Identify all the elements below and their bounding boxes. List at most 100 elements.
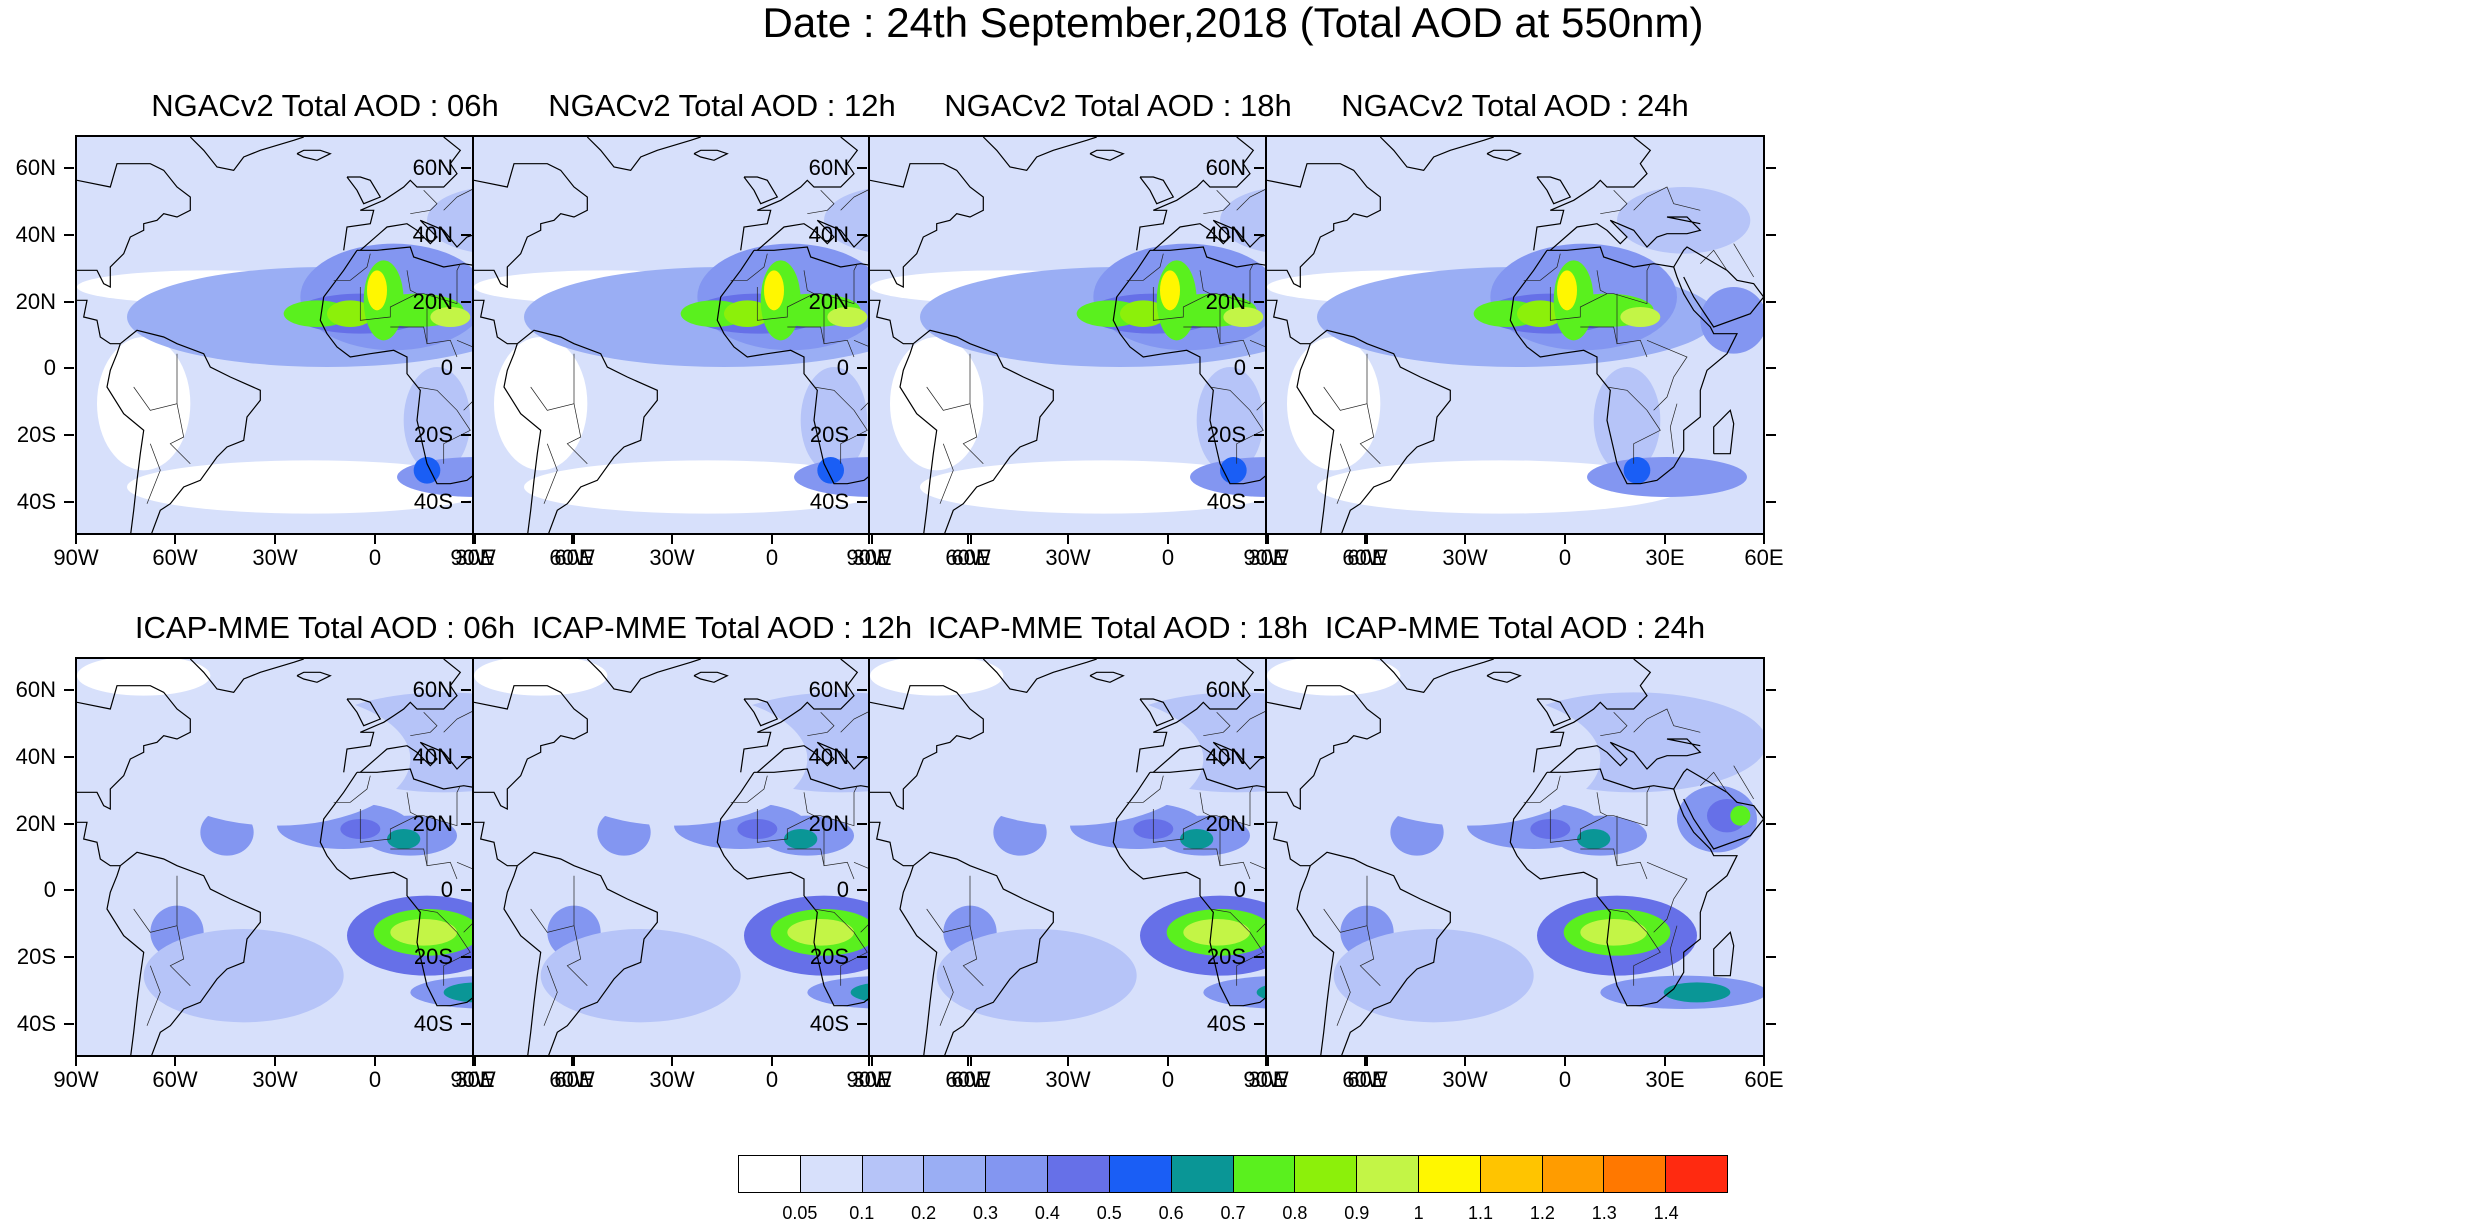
coastline xyxy=(982,137,1097,171)
coastline xyxy=(1150,246,1277,268)
longitude-label: 60W xyxy=(945,1067,991,1092)
colorbar-swatch xyxy=(1048,1156,1110,1192)
coastline xyxy=(1509,771,1738,1007)
coastline xyxy=(912,851,1054,1055)
lat-tick xyxy=(461,956,471,958)
aod-region xyxy=(936,929,1137,1023)
lat-tick xyxy=(1766,822,1776,825)
aod-region xyxy=(1350,177,1517,231)
aod-region xyxy=(1577,829,1611,849)
latitude-label: 60N xyxy=(1205,677,1246,703)
lat-tick xyxy=(1254,300,1264,303)
coastline xyxy=(899,343,938,533)
lon-tick xyxy=(1464,535,1466,544)
country-border xyxy=(1700,771,1728,793)
lon-tick xyxy=(474,1057,476,1066)
coastline xyxy=(1533,659,1652,773)
colorbar-label: 0.5 xyxy=(1096,1203,1122,1223)
lon-tick xyxy=(1364,1057,1366,1066)
coastline xyxy=(346,698,382,727)
country-border xyxy=(1580,848,1648,880)
colorbar-label: 0.05 xyxy=(782,1203,818,1223)
colorbar-swatch xyxy=(924,1156,987,1192)
lat-tick xyxy=(64,434,74,436)
coastline xyxy=(870,685,984,810)
coastline xyxy=(1139,698,1175,727)
country-border xyxy=(410,190,438,215)
coastline xyxy=(754,768,881,790)
country-border xyxy=(1152,287,1211,321)
aod-region xyxy=(787,919,854,946)
colorbar-label: 1.2 xyxy=(1529,1203,1555,1223)
lat-tick xyxy=(461,234,471,236)
longitude-label: 60E xyxy=(951,545,991,570)
country-border xyxy=(1606,908,1661,986)
colorbar-label: 1 xyxy=(1413,1203,1424,1223)
latitude-label: 40S xyxy=(413,1010,453,1036)
country-border xyxy=(390,326,458,358)
country-border xyxy=(1549,287,1608,321)
aod-region xyxy=(143,692,411,826)
longitude-label: 60E xyxy=(1347,545,1387,570)
colorbar-label: 0.2 xyxy=(911,1203,937,1223)
aod-region xyxy=(936,692,1204,826)
coastline xyxy=(1296,865,1335,1055)
coastline xyxy=(1549,216,1702,251)
longitude-label: 30E xyxy=(852,1067,892,1092)
aod-region xyxy=(540,692,808,826)
coastline xyxy=(77,685,191,810)
country-border xyxy=(146,443,161,504)
aod-field-svg xyxy=(474,137,970,533)
country-border xyxy=(1633,708,1701,733)
latitude-label: 20N xyxy=(1205,810,1246,836)
colorbar-swatch xyxy=(800,1156,863,1192)
country-border xyxy=(1669,403,1678,454)
coastline xyxy=(1713,931,1735,977)
coastline xyxy=(503,865,542,1055)
latitude-label: 60N xyxy=(808,155,849,181)
coastline xyxy=(106,343,145,533)
aod-region xyxy=(1333,929,1534,1023)
lon-tick xyxy=(868,535,870,544)
aod-region xyxy=(143,929,344,1023)
longitude-label: 60W xyxy=(549,545,595,570)
country-border xyxy=(1700,249,1728,271)
aod-map xyxy=(1265,135,1765,535)
latitude-label: 20S xyxy=(1206,422,1246,447)
country-border xyxy=(939,965,954,1026)
aod-region xyxy=(784,829,818,849)
coastline xyxy=(693,671,729,683)
aod-region xyxy=(557,177,724,231)
lon-tick xyxy=(571,1057,573,1066)
lat-tick xyxy=(64,234,74,236)
lat-tick xyxy=(857,889,867,892)
lat-tick xyxy=(1254,167,1264,170)
coastline xyxy=(474,821,518,867)
longitude-label: 90W xyxy=(53,545,99,570)
country-border xyxy=(1606,386,1661,464)
longitude-label: 30W xyxy=(1442,1067,1488,1092)
lon-tick xyxy=(1763,535,1765,544)
coastline xyxy=(1267,163,1381,288)
coastline xyxy=(1673,246,1763,328)
lon-tick xyxy=(174,535,176,544)
lon-tick xyxy=(871,535,873,544)
lat-tick xyxy=(857,300,867,303)
country-border xyxy=(169,403,191,464)
lat-tick xyxy=(1766,434,1776,436)
country-border xyxy=(1336,965,1351,1026)
longitude-label: 60E xyxy=(554,1067,594,1092)
coastline xyxy=(586,659,701,693)
country-border xyxy=(1183,326,1251,358)
latitude-label: 40N xyxy=(808,222,849,247)
latitude-label: 40S xyxy=(809,488,849,514)
country-border xyxy=(1152,809,1211,843)
country-border xyxy=(390,848,458,880)
coastline xyxy=(357,246,484,268)
country-border xyxy=(359,809,418,843)
latitude-label: 40S xyxy=(809,1010,849,1036)
lat-tick xyxy=(857,1022,867,1025)
latitude-label: 40N xyxy=(412,744,453,769)
colorbar-swatch xyxy=(986,1156,1049,1192)
longitude-label: 60E xyxy=(951,1067,991,1092)
